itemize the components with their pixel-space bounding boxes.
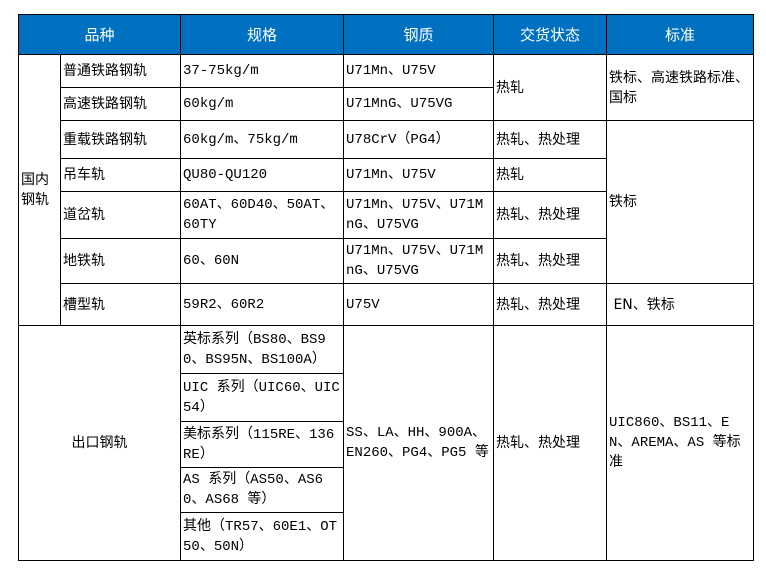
spec-cell: 59R2、60R2: [180, 283, 345, 326]
variety-cell: 高速铁路钢轨: [59, 87, 182, 121]
table-row: AS 系列（AS50、AS60、AS68 等）: [19, 467, 754, 513]
steel-cell: U71Mn、U75V: [343, 158, 495, 192]
header-variety: 品种: [17, 14, 182, 55]
spec-cell: 60kg/m: [180, 87, 345, 121]
delivery-cell: 热轧、热处理: [493, 191, 608, 239]
header-standard: 标准: [606, 14, 755, 55]
delivery-cell: 热轧、热处理: [493, 283, 608, 326]
domestic-label: 国内钢轨: [18, 54, 61, 326]
spec-cell: 37-75kg/m: [180, 54, 345, 88]
variety-cell: 重载铁路钢轨: [59, 120, 182, 159]
table-row: 地铁轨 60、60N U71Mn、U75V、U71MnG、U75VG 热轧、热处…: [19, 238, 754, 284]
steel-cell: U71Mn、U75V、U71MnG、U75VG: [343, 238, 495, 284]
variety-cell: 普通铁路钢轨: [59, 54, 182, 88]
table-row: 重载铁路钢轨 60kg/m、75kg/m U78CrV（PG4） 热轧、热处理 …: [19, 120, 755, 284]
spec-cell: 其他（TR57、60E1、OT50、50N）: [180, 512, 345, 561]
table-row: 吊车轨 QU80-QU120 U71Mn、U75V 热轧: [19, 158, 754, 192]
steel-cell: U71MnG、U75VG: [343, 87, 495, 121]
delivery-cell: 热轧、热处理: [493, 120, 608, 159]
rail-product-table: 品种 规格 钢质 交货状态 标准 国内钢轨 普通铁路钢轨 37-75kg/m U…: [17, 14, 755, 561]
table-row: 出口钢轨 英标系列（BS80、BS90、BS95N、BS100A） SS、LA、…: [17, 325, 755, 561]
spec-cell: 60AT、60D40、50AT、60TY: [180, 191, 345, 239]
delivery-cell: 热轧: [493, 158, 608, 192]
table-row: 其他（TR57、60E1、OT50、50N）: [19, 512, 754, 561]
variety-cell: 地铁轨: [59, 238, 182, 284]
table-row: 美标系列（115RE、136RE）: [19, 421, 754, 468]
delivery-cell: 热轧: [493, 54, 608, 121]
export-label: 出口钢轨: [17, 325, 182, 561]
variety-cell: 吊车轨: [59, 158, 182, 192]
table-row: 槽型轨 59R2、60R2 U75V 热轧、热处理 EN、铁标: [19, 283, 755, 326]
steel-cell: U71Mn、U75V: [343, 54, 495, 88]
spec-cell: 美标系列（115RE、136RE）: [180, 421, 345, 468]
steel-cell: U78CrV（PG4）: [343, 120, 495, 159]
steel-cell: SS、LA、HH、900A、EN260、PG4、PG5 等: [343, 325, 495, 561]
header-spec: 规格: [180, 14, 345, 55]
table-row: 道岔轨 60AT、60D40、50AT、60TY U71Mn、U75V、U71M…: [19, 191, 754, 239]
table-row: UIC 系列（UIC60、UIC54）: [19, 373, 754, 422]
spec-cell: 60、60N: [180, 238, 345, 284]
header-steel: 钢质: [343, 14, 495, 55]
spec-cell: 英标系列（BS80、BS90、BS95N、BS100A）: [180, 325, 345, 374]
table-row: 高速铁路钢轨 60kg/m U71MnG、U75VG: [19, 87, 754, 121]
delivery-cell: 热轧、热处理: [493, 238, 608, 284]
standard-cell: UIC860、BS11、EN、AREMA、AS 等标准: [606, 325, 755, 561]
standard-cell: 铁标: [606, 120, 755, 284]
spec-cell: AS 系列（AS50、AS60、AS68 等）: [180, 467, 345, 513]
standard-cell: 铁标、高速铁路标准、国标: [606, 54, 755, 121]
spec-cell: 60kg/m、75kg/m: [180, 120, 345, 159]
variety-cell: 道岔轨: [59, 191, 182, 239]
variety-cell: 槽型轨: [59, 283, 182, 326]
header-delivery: 交货状态: [493, 14, 608, 55]
delivery-cell: 热轧、热处理: [493, 325, 608, 561]
table-row: 国内钢轨 普通铁路钢轨 37-75kg/m U71Mn、U75V 热轧 铁标、高…: [18, 54, 755, 326]
steel-cell: U75V: [343, 283, 495, 326]
spec-cell: UIC 系列（UIC60、UIC54）: [180, 373, 345, 422]
standard-cell: EN、铁标: [606, 283, 755, 326]
header-row: 品种 规格 钢质 交货状态 标准: [17, 14, 755, 55]
steel-cell: U71Mn、U75V、U71MnG、U75VG: [343, 191, 495, 239]
spec-cell: QU80-QU120: [180, 158, 345, 192]
